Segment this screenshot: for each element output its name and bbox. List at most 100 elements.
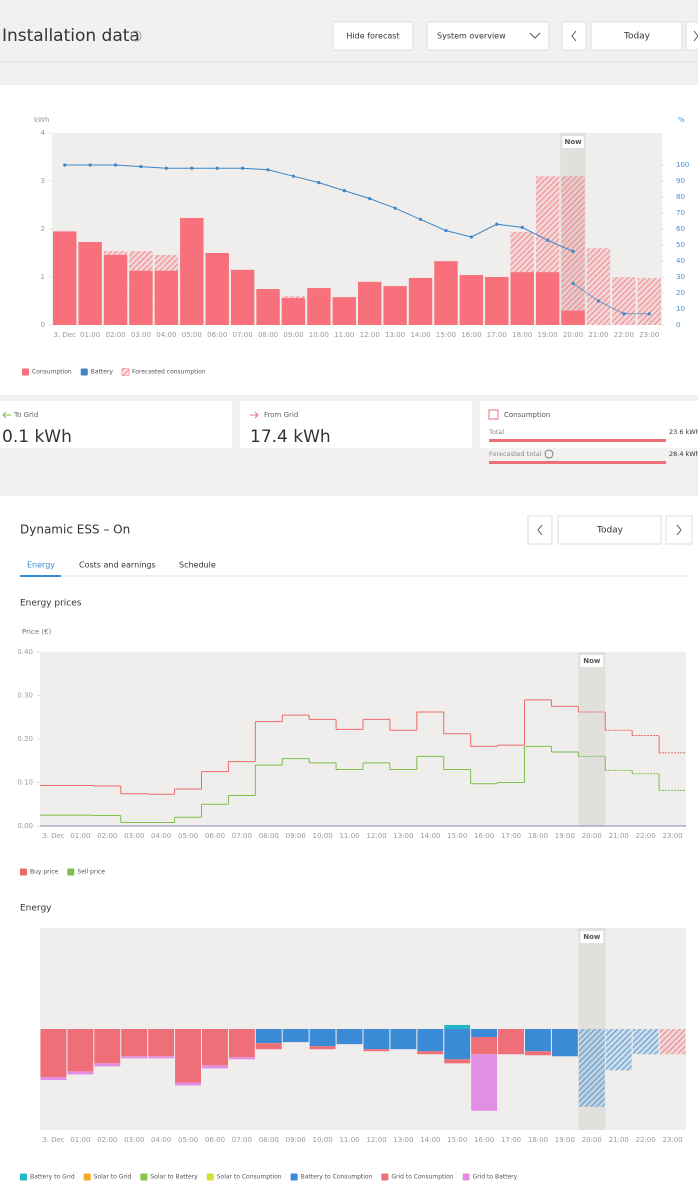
- bar-segment: [94, 1063, 121, 1067]
- x-tick-label: 21:00: [609, 1136, 629, 1144]
- x-tick-label: 18:00: [528, 1136, 548, 1144]
- now-label: Now: [583, 933, 601, 941]
- stat-card: [0, 401, 232, 448]
- x-tick-label: 08:00: [258, 331, 278, 339]
- x-tick-label: 22:00: [636, 832, 656, 840]
- bar-segment: [525, 1029, 551, 1052]
- bar-segment: [444, 1024, 471, 1029]
- x-tick-label: 15:00: [447, 1136, 467, 1144]
- x-tick-label: 04:00: [151, 832, 171, 840]
- date-label: Today: [596, 526, 624, 536]
- x-tick-label: 11:00: [334, 331, 354, 339]
- x-tick-label: 07:00: [233, 331, 253, 339]
- forecast-bar: [637, 277, 661, 325]
- bar-segment: [390, 1029, 417, 1050]
- bar-segment: [40, 1029, 67, 1077]
- legend-swatch: [22, 368, 29, 376]
- legend-swatch: [206, 1173, 214, 1181]
- x-tick-label: 20:00: [582, 832, 602, 840]
- bar: [510, 272, 534, 325]
- x-tick-label: 20:00: [563, 331, 583, 339]
- legend-swatch: [80, 368, 88, 376]
- next-button[interactable]: [665, 515, 693, 545]
- info-icon[interactable]: [130, 30, 142, 42]
- forecast-bar: [586, 248, 611, 325]
- legend-label: Grid to Consumption: [391, 1174, 453, 1181]
- select-label: System overview: [437, 32, 506, 41]
- date-button[interactable]: [590, 21, 683, 51]
- next-button[interactable]: [685, 21, 698, 51]
- x-tick-label: 02:00: [105, 331, 125, 339]
- tab-active[interactable]: Energy: [27, 561, 55, 570]
- x-tick-label: 06:00: [205, 832, 225, 840]
- system-overview-select[interactable]: [426, 21, 550, 51]
- x-tick-label: 22:00: [636, 1136, 656, 1144]
- bar: [485, 277, 509, 325]
- row-label: Forecasted total: [489, 450, 542, 458]
- bar: [358, 281, 382, 325]
- x-tick-label: 07:00: [232, 1136, 252, 1144]
- tab[interactable]: Costs and earnings: [79, 561, 156, 570]
- x-tick-label: 23:00: [662, 1136, 682, 1144]
- info-icon[interactable]: [544, 449, 554, 459]
- stat-value: 0.1 kWh: [2, 427, 72, 447]
- bar-segment: [498, 1029, 524, 1055]
- chevron-left: [571, 30, 577, 42]
- x-tick-label: 15:00: [436, 331, 456, 339]
- bar-segment: [336, 1029, 363, 1045]
- y-tick-label: 3: [41, 177, 45, 185]
- x-tick-label: 14:00: [420, 1136, 440, 1144]
- legend-label: Sell price: [77, 869, 105, 876]
- chevron-right: [676, 524, 682, 536]
- x-tick-label: 16:00: [461, 331, 481, 339]
- x-tick-label: 01:00: [80, 331, 100, 339]
- legend-swatch: [290, 1173, 298, 1181]
- row-label: Total: [488, 428, 504, 436]
- x-tick-label: 14:00: [420, 832, 440, 840]
- y-tick-label: 2: [41, 225, 45, 233]
- x-tick-label: 20:00: [582, 1136, 602, 1144]
- legend-label: Grid to Battery: [473, 1174, 518, 1181]
- progress-bar: [489, 461, 666, 464]
- bar-segment: [202, 1029, 228, 1066]
- x-tick-label: 06:00: [207, 331, 227, 339]
- x-tick-label: 15:00: [447, 832, 467, 840]
- tab[interactable]: Schedule: [179, 561, 216, 570]
- bar-segment: [148, 1056, 175, 1059]
- x-tick-label: 17:00: [501, 832, 521, 840]
- bar-segment: [632, 1029, 659, 1055]
- y-tick-label: 0.10: [17, 779, 33, 787]
- bar: [205, 253, 229, 325]
- bar: [154, 270, 179, 325]
- bar-segment: [363, 1049, 390, 1052]
- chevron-down: [529, 32, 541, 39]
- bar-segment: [94, 1029, 121, 1064]
- bar-segment: [444, 1029, 471, 1060]
- x-tick-label: 09:00: [283, 331, 303, 339]
- y-tick-label: 4: [41, 129, 46, 137]
- y2-axis-label: %: [678, 116, 685, 124]
- legend-label: Solar to Battery: [150, 1174, 198, 1181]
- legend-swatch: [462, 1173, 470, 1181]
- legend-swatch: [140, 1173, 148, 1181]
- date-button[interactable]: [557, 515, 662, 545]
- page-title: Installation data: [2, 26, 140, 46]
- hide-forecast-button[interactable]: [332, 21, 414, 51]
- prev-button[interactable]: [527, 515, 553, 545]
- x-tick-label: 16:00: [474, 832, 494, 840]
- now-badge: [580, 655, 604, 667]
- bar-segment: [659, 1029, 686, 1055]
- x-tick-label: 13:00: [393, 832, 413, 840]
- x-tick-label: 3. Dec: [42, 1136, 65, 1144]
- arrow-icon: [2, 411, 11, 419]
- prev-button[interactable]: [561, 21, 587, 51]
- section-title: Energy prices: [20, 599, 82, 609]
- stat-label: From Grid: [264, 411, 298, 419]
- line-point: [647, 312, 651, 316]
- x-tick-label: 11:00: [339, 1136, 359, 1144]
- y-tick-label: 10: [676, 305, 685, 313]
- bar: [230, 269, 255, 325]
- now-label: Now: [583, 657, 601, 665]
- x-tick-label: 01:00: [70, 1136, 90, 1144]
- bar: [281, 298, 306, 325]
